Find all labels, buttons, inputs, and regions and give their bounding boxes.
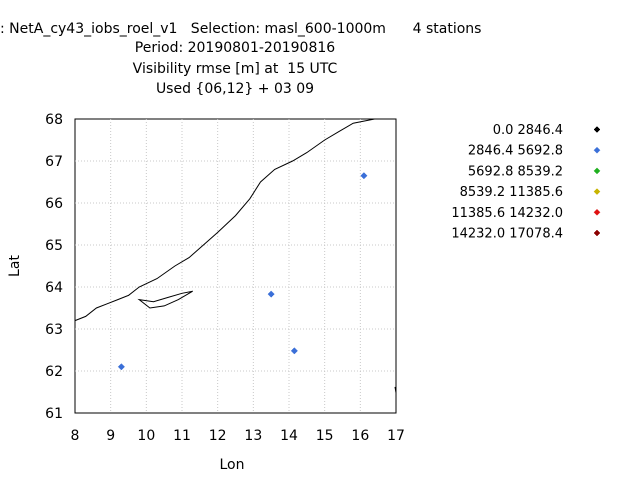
- y-tick-label: 63: [45, 322, 63, 338]
- x-tick-label: 15: [316, 428, 334, 444]
- legend-label: 11385.6 14232.0: [451, 206, 563, 221]
- grid-layer: [75, 119, 396, 413]
- title-line-4: Used {06,12} + 03 09: [155, 81, 315, 97]
- tick-labels-layer: 8 9 10 11 12 13 14 15 16 17 61 62 63 64 65 66 67 68: [45, 112, 405, 444]
- y-tick-label: 66: [45, 196, 63, 212]
- legend-marker: [593, 126, 601, 133]
- title-line-3: Visibility rmse [m] at 15 UTC: [132, 61, 338, 77]
- station-point: [360, 172, 368, 180]
- legend-label: 8539.2 11385.6: [460, 185, 563, 200]
- legend: 0.0 2846.4 2846.4 5692.8 5692.8 8539.2 8539…: [451, 123, 601, 242]
- legend-marker: [593, 167, 601, 175]
- x-tick-label: 8: [71, 428, 80, 444]
- coastline: [74, 118, 375, 322]
- y-tick-label: 62: [45, 364, 63, 380]
- x-tick-label: 17: [387, 428, 405, 444]
- station-points-layer: [117, 172, 368, 371]
- legend-label: 5692.8 8539.2: [468, 164, 563, 179]
- station-point: [117, 363, 125, 371]
- fjord-outline: [137, 290, 193, 309]
- title-line-2: Period: 20190801-20190816: [134, 40, 336, 56]
- y-axis-label: Lat: [7, 255, 23, 277]
- x-tick-label: 16: [351, 428, 369, 444]
- y-tick-label: 67: [45, 154, 63, 170]
- x-tick-label: 10: [137, 428, 155, 444]
- legend-marker: [593, 229, 601, 237]
- x-axis-label: Lon: [220, 457, 245, 473]
- y-tick-label: 64: [45, 280, 63, 296]
- x-tick-label: 13: [244, 428, 262, 444]
- legend-label: 2846.4 5692.8: [468, 144, 563, 159]
- x-tick-label: 11: [173, 428, 191, 444]
- legend-label: 14232.0 17078.4: [451, 227, 563, 242]
- legend-label: 0.0 2846.4: [493, 123, 563, 138]
- legend-marker: [593, 188, 601, 195]
- x-tick-label: 9: [106, 428, 115, 444]
- y-tick-label: 61: [45, 406, 63, 422]
- legend-marker: [593, 208, 601, 216]
- y-tick-label: 68: [45, 112, 63, 128]
- y-tick-label: 65: [45, 238, 63, 254]
- station-point: [267, 290, 275, 298]
- x-tick-label: 14: [280, 428, 298, 444]
- x-tick-label: 12: [209, 428, 227, 444]
- legend-marker: [593, 146, 601, 154]
- title-line-1: : NetA_cy43_iobs_roel_v1 Selection: masl…: [0, 21, 482, 37]
- edge-mark: [394, 386, 397, 393]
- station-point: [290, 347, 298, 355]
- coastline-layer: [74, 118, 397, 393]
- plot-frame: [74, 118, 397, 414]
